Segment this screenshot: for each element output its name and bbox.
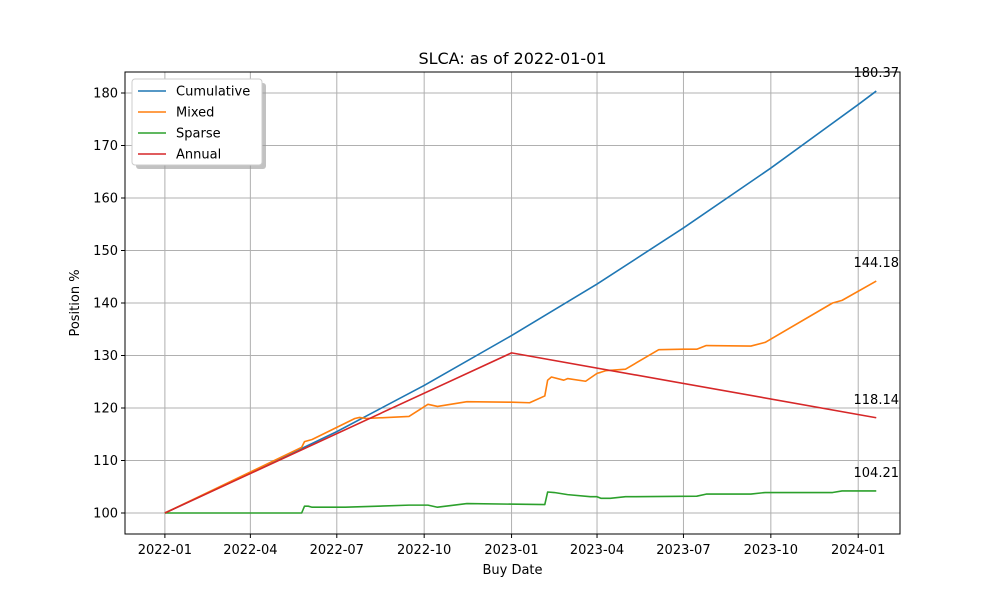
legend-label-annual: Annual <box>176 148 221 163</box>
y-axis-label: Position % <box>68 269 83 336</box>
x-tick-label: 2023-10 <box>744 543 798 558</box>
x-tick-label: 2022-01 <box>138 543 192 558</box>
y-tick-label: 130 <box>93 349 118 364</box>
y-tick-label: 120 <box>93 402 118 417</box>
end-value-label-sparse: 104.21 <box>854 466 900 481</box>
chart-title: SLCA: as of 2022-01-01 <box>418 49 606 68</box>
end-value-label-cumulative: 180.37 <box>854 66 900 81</box>
x-axis-label: Buy Date <box>482 563 542 578</box>
series-line-cumulative <box>164 90 877 514</box>
legend: Cumulative Mixed Sparse Annual <box>131 78 266 169</box>
y-tick-label: 110 <box>93 454 118 469</box>
legend-label-sparse: Sparse <box>176 127 221 142</box>
x-tick-label: 2023-04 <box>570 543 624 558</box>
x-tick-label: 2022-07 <box>310 543 364 558</box>
x-tick-label: 2023-07 <box>656 543 710 558</box>
series-lines <box>164 90 877 514</box>
y-tick-label: 170 <box>93 139 118 154</box>
legend-box <box>131 78 263 166</box>
series-line-annual <box>164 352 877 514</box>
end-value-label-mixed: 144.18 <box>854 256 900 271</box>
y-tick-label: 150 <box>93 244 118 259</box>
legend-label-mixed: Mixed <box>176 106 214 121</box>
x-tick-label: 2024-01 <box>831 543 885 558</box>
grid <box>125 72 900 534</box>
y-tick-label: 100 <box>93 507 118 522</box>
y-tick-label: 180 <box>93 87 118 102</box>
x-tick-label: 2023-01 <box>484 543 538 558</box>
series-line-mixed <box>164 280 877 514</box>
end-labels: 180.37 144.18 104.21 118.14 <box>854 66 900 481</box>
x-tick-label: 2022-04 <box>223 543 277 558</box>
legend-label-cumulative: Cumulative <box>176 85 250 100</box>
y-tick-label: 160 <box>93 192 118 207</box>
axis-ticks: 2022-01 2022-04 2022-07 2022-10 2023-01 2023-… <box>93 87 885 559</box>
end-value-label-annual: 118.14 <box>854 393 900 408</box>
series-line-sparse <box>164 490 877 514</box>
x-tick-label: 2022-10 <box>397 543 451 558</box>
y-tick-label: 140 <box>93 297 118 312</box>
